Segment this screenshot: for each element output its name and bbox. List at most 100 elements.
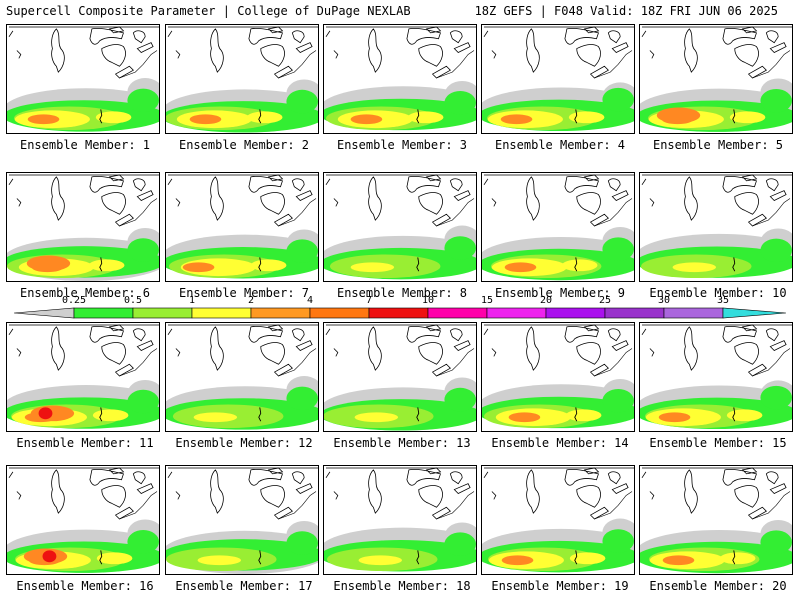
legend-swatch xyxy=(663,307,724,319)
scp-map xyxy=(481,172,635,282)
legend-swatch xyxy=(368,307,429,319)
coastline-outline xyxy=(325,324,476,357)
scp-map xyxy=(481,465,635,575)
scp-contour-yellow xyxy=(719,552,756,565)
great-lakes-outline xyxy=(684,26,787,79)
coastline-outline xyxy=(8,467,159,500)
scp-contour-green xyxy=(602,237,634,261)
scp-contour-yellow xyxy=(729,111,766,124)
scp-contour-orange xyxy=(182,262,215,273)
ensemble-member-label: Ensemble Member: 4 xyxy=(494,138,626,152)
great-lakes-outline xyxy=(210,174,313,227)
run-valid-time: 18Z GEFS | F048 Valid: 18Z FRI JUN 06 20… xyxy=(474,4,778,18)
coastline-outline xyxy=(483,324,634,357)
scp-map xyxy=(323,465,477,575)
border-outline xyxy=(278,50,317,79)
scp-map xyxy=(639,172,793,282)
scp-contour-green xyxy=(286,89,318,114)
coastline-outline xyxy=(8,324,159,357)
scp-contour-yellow xyxy=(561,259,598,272)
coastline-outline xyxy=(641,467,792,500)
coastline-outline xyxy=(167,174,318,207)
border-outline xyxy=(436,348,475,377)
ensemble-member-label: Ensemble Member: 12 xyxy=(175,436,313,450)
ensemble-member-label: Ensemble Member: 11 xyxy=(16,436,154,450)
boundary-marker xyxy=(99,109,103,124)
great-lakes-outline xyxy=(684,467,787,520)
legend-threshold-label: 1 xyxy=(188,295,196,306)
coastline-outline xyxy=(167,324,318,357)
coastline-outline xyxy=(483,26,634,59)
border-outline xyxy=(594,50,633,79)
boundary-marker xyxy=(732,109,736,124)
scp-contour-green xyxy=(602,529,634,553)
ensemble-member-label: Ensemble Member: 20 xyxy=(649,579,787,593)
border-outline xyxy=(278,198,317,227)
legend-threshold-label: 10 xyxy=(421,295,435,306)
border-outline xyxy=(119,198,158,227)
ensemble-member-label: Ensemble Member: 9 xyxy=(494,286,626,300)
scp-contour-green xyxy=(760,238,792,263)
scp-contour-yellow xyxy=(92,409,129,422)
great-lakes-outline xyxy=(51,467,154,520)
legend-threshold-label: 20 xyxy=(539,295,553,306)
scp-contour-orange xyxy=(656,107,701,124)
scp-contour-orange xyxy=(508,412,541,423)
scp-map xyxy=(323,172,477,282)
boundary-marker xyxy=(416,257,420,272)
boundary-marker xyxy=(732,550,736,565)
scp-contour-orange xyxy=(27,114,60,125)
legend-threshold-label: 0.25 xyxy=(61,295,87,306)
scp-contour-orange xyxy=(662,555,695,566)
legend-swatch xyxy=(604,307,665,319)
scp-map xyxy=(6,172,160,282)
coastline-outline xyxy=(325,467,476,500)
ensemble-member-label: Ensemble Member: 15 xyxy=(649,436,787,450)
scp-contour-orange xyxy=(504,262,537,273)
great-lakes-outline xyxy=(368,174,471,227)
scp-contour-yellow xyxy=(354,412,399,423)
ensemble-member-label: Ensemble Member: 13 xyxy=(333,436,471,450)
boundary-marker xyxy=(99,407,103,422)
coastline-outline xyxy=(641,174,792,207)
scp-contour-green xyxy=(760,530,792,554)
scp-contour-yellow xyxy=(672,262,716,273)
scp-map xyxy=(165,322,319,432)
ensemble-member-label: Ensemble Member: 2 xyxy=(178,138,310,152)
scp-contour-green xyxy=(127,389,159,414)
scp-contour-green xyxy=(127,238,159,262)
ensemble-member-panel: Ensemble Member: 17 xyxy=(165,465,323,600)
great-lakes-outline xyxy=(526,26,629,79)
scp-contour-green xyxy=(444,387,476,412)
legend-threshold-label: 25 xyxy=(598,295,612,306)
legend-threshold-label: 35 xyxy=(716,295,730,306)
scp-contour-yellow xyxy=(565,409,602,422)
scp-contour-yellow xyxy=(197,555,242,566)
scp-map xyxy=(165,465,319,575)
scp-contour-green xyxy=(444,532,476,556)
legend-swatch xyxy=(191,307,252,319)
scp-contour-green xyxy=(286,386,318,411)
scp-map xyxy=(323,24,477,134)
border-outline xyxy=(752,348,791,377)
boundary-marker xyxy=(416,550,420,565)
legend-threshold-label: 2 xyxy=(247,295,255,306)
scp-contour-orange xyxy=(501,555,534,566)
scp-contour-yellow xyxy=(568,111,605,124)
border-outline xyxy=(594,491,633,520)
great-lakes-outline xyxy=(51,174,154,227)
legend-swatch xyxy=(427,307,488,319)
ensemble-member-panel: Ensemble Member: 20 xyxy=(639,465,797,600)
ensemble-member-panel: Ensemble Member: 18 xyxy=(323,465,481,600)
boundary-marker xyxy=(574,550,578,565)
ensemble-member-label: Ensemble Member: 14 xyxy=(491,436,629,450)
legend-swatch xyxy=(132,307,193,319)
product-title: Supercell Composite Parameter | College … xyxy=(6,4,411,18)
border-outline xyxy=(119,50,158,79)
boundary-marker xyxy=(258,109,262,124)
border-outline xyxy=(752,50,791,79)
scp-contour-yellow xyxy=(350,262,395,273)
scp-contour-yellow xyxy=(246,111,283,124)
ensemble-member-label: Ensemble Member: 19 xyxy=(491,579,629,593)
great-lakes-outline xyxy=(210,467,313,520)
